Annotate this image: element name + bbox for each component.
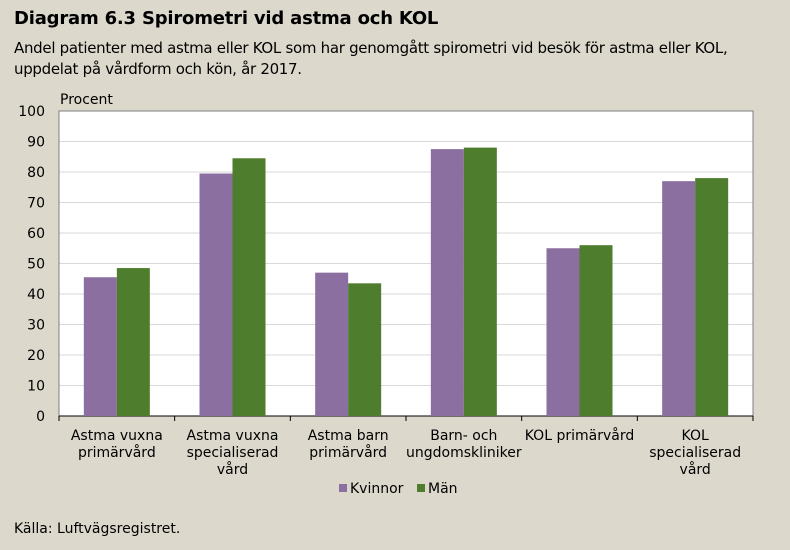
y-tick-label: 20	[27, 348, 45, 364]
source-note: Källa: Luftvägsregistret.	[14, 521, 181, 537]
bar-m-n	[579, 245, 613, 416]
bar-m-n	[695, 178, 729, 416]
bar-m-n	[348, 283, 382, 416]
x-tick-label-line: primärvård	[309, 444, 387, 461]
x-tick-label-line: Astma vuxna	[71, 428, 163, 444]
chart-subtitle: Andel patienter med astma eller KOL som …	[14, 39, 728, 78]
y-tick-label: 30	[27, 318, 45, 334]
legend-swatch	[417, 484, 425, 492]
bar-kvinnor	[430, 149, 464, 416]
bar-m-n	[116, 268, 150, 416]
plot-area	[58, 110, 754, 417]
x-tick-label-line: vård	[217, 461, 248, 478]
bars	[83, 147, 729, 416]
y-tick-label: 50	[27, 257, 45, 273]
y-tick-label: 60	[27, 226, 45, 242]
chart-title: Diagram 6.3 Spirometri vid astma och KOL	[14, 8, 439, 29]
x-tick-label-line: Astma vuxna	[187, 428, 279, 444]
y-tick-label: 0	[36, 409, 45, 425]
x-tick-label-line: specialiserad	[187, 445, 279, 461]
x-tick-label-line: primärvård	[78, 444, 156, 461]
y-tick-label: 100	[18, 104, 45, 120]
bar-kvinnor	[546, 248, 580, 416]
x-tick-label: KOL specialiserad vård	[649, 428, 741, 478]
bar-m-n	[463, 147, 497, 416]
x-tick-label: Astma vuxna specialiserad vård	[187, 428, 279, 478]
y-tick-label: 80	[27, 165, 45, 181]
y-tick-label: 90	[27, 135, 45, 151]
x-tick-label: KOL primärvård	[525, 427, 634, 444]
x-tick-label-line: KOL primärvård	[525, 427, 634, 444]
x-tick-label-line: specialiserad	[649, 445, 741, 461]
x-tick-label: Astma vuxna primärvård	[71, 428, 163, 461]
bar-kvinnor	[83, 277, 117, 416]
x-tick-label-line: Astma barn	[308, 428, 389, 444]
legend-label: Kvinnor	[350, 481, 404, 497]
bar-kvinnor	[315, 272, 349, 416]
y-axis-label: Procent	[60, 92, 113, 108]
x-tick-label-line: ungdomskliniker	[406, 445, 522, 461]
x-tick-label-line: Barn- och	[430, 428, 497, 444]
legend-swatch	[339, 484, 347, 492]
legend-label: Män	[428, 481, 458, 497]
legend: Kvinnor Män	[339, 481, 458, 497]
y-tick-label: 10	[27, 379, 45, 395]
bar-kvinnor	[662, 181, 696, 416]
x-tick-label: Astma barn primärvård	[308, 428, 389, 461]
x-tick-label-line: KOL	[682, 428, 709, 444]
bar-m-n	[232, 158, 266, 416]
x-tick-label: Barn- och ungdomskliniker	[406, 428, 522, 461]
y-tick-label: 40	[27, 287, 45, 303]
bar-kvinnor	[199, 173, 233, 416]
x-tick-label-line: vård	[680, 461, 711, 478]
y-axis: 0 10 20 30 40 50 60 70 80 90 100	[18, 104, 45, 425]
y-tick-label: 70	[27, 196, 45, 212]
